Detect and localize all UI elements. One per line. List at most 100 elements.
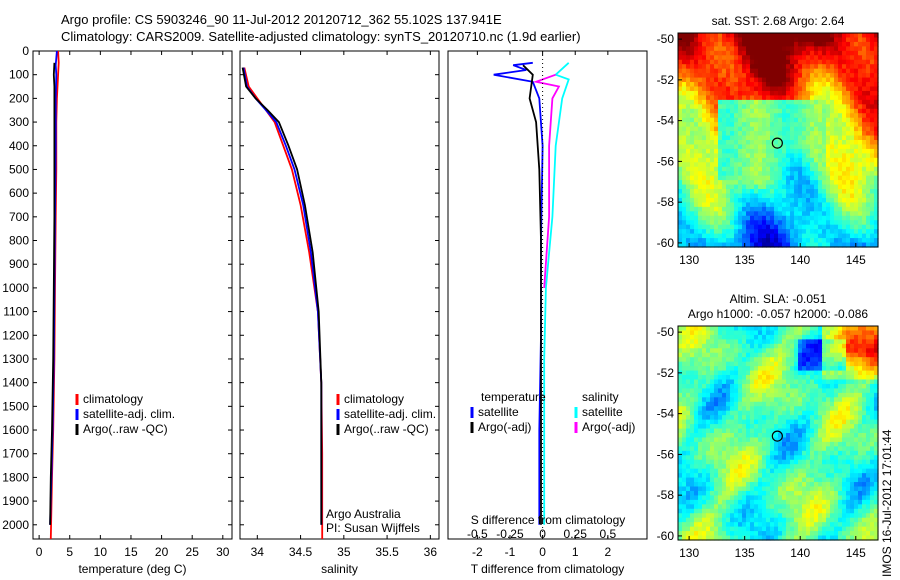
heatmap-cell: [742, 486, 747, 492]
heatmap-cell: [874, 37, 879, 43]
heatmap-cell: [690, 184, 695, 190]
heatmap-cell: [758, 326, 763, 332]
heatmap-cell: [746, 224, 751, 230]
heatmap-cell: [734, 441, 739, 447]
heatmap-cell: [850, 90, 855, 97]
heatmap-cell: [678, 175, 683, 181]
heatmap-cell: [814, 215, 819, 221]
heatmap-cell: [750, 242, 755, 248]
heatmap-cell: [702, 131, 707, 137]
heatmap-cell: [826, 464, 831, 470]
heatmap-cell: [742, 379, 747, 385]
heatmap-cell: [686, 330, 691, 336]
heatmap-cell: [838, 343, 843, 349]
heatmap-cell: [682, 108, 687, 114]
heatmap-cell: [774, 499, 779, 505]
heatmap-cell: [694, 55, 699, 61]
heatmap-cell: [710, 99, 715, 105]
heatmap-cell: [830, 459, 835, 465]
heatmap-cell: [706, 82, 711, 88]
heatmap-cell: [870, 153, 875, 159]
heatmap-cell: [714, 33, 719, 39]
heatmap-cell: [778, 415, 783, 421]
heatmap-cell: [678, 450, 683, 456]
heatmap-cell: [710, 419, 715, 425]
heatmap-cell: [854, 330, 859, 336]
heatmap-cell: [702, 162, 707, 168]
heatmap-cell: [854, 193, 859, 199]
heatmap-cell: [782, 517, 787, 523]
heatmap-cell: [722, 366, 727, 372]
heatmap-cell: [722, 334, 727, 340]
heatmap-cell: [798, 122, 803, 128]
heatmap-cell: [754, 215, 759, 221]
heatmap-cell: [854, 433, 859, 439]
heatmap-cell: [810, 59, 815, 65]
heatmap-cell: [690, 180, 695, 186]
heatmap-cell: [746, 446, 751, 452]
heatmap-cell: [766, 37, 771, 43]
heatmap-cell: [838, 370, 843, 376]
heatmap-cell: [830, 495, 835, 501]
heatmap-cell: [802, 68, 807, 74]
heatmap-cell: [778, 455, 783, 461]
heatmap-cell: [754, 197, 759, 204]
heatmap-cell: [710, 135, 715, 141]
heatmap-cell: [682, 441, 687, 447]
heatmap-cell: [714, 343, 719, 349]
heatmap-cell: [726, 388, 731, 394]
heatmap-cell: [858, 202, 863, 208]
heatmap-cell: [694, 535, 699, 541]
heatmap-cell: [814, 113, 819, 119]
heatmap-cell: [730, 370, 735, 376]
heatmap-cell: [874, 455, 879, 461]
heatmap-cell: [698, 392, 703, 398]
heatmap-cell: [822, 140, 827, 146]
heatmap-cell: [770, 513, 775, 519]
heatmap-cell: [762, 135, 767, 141]
heatmap-cell: [830, 383, 835, 390]
heatmap-cell: [758, 104, 763, 110]
heatmap-cell: [702, 468, 707, 474]
heatmap-cell: [874, 166, 879, 172]
heatmap-cell: [782, 366, 787, 372]
heatmap-cell: [706, 104, 711, 110]
heatmap-cell: [870, 135, 875, 141]
heatmap-cell: [718, 495, 723, 501]
heatmap-cell: [786, 99, 791, 105]
heatmap-cell: [794, 499, 799, 505]
heatmap-cell: [838, 526, 843, 532]
heatmap-cell: [870, 330, 875, 336]
heatmap-cell: [834, 77, 839, 83]
heatmap-cell: [722, 361, 727, 367]
heatmap-cell: [710, 55, 715, 61]
heatmap-cell: [798, 366, 803, 372]
heatmap-cell: [842, 482, 847, 488]
heatmap-cell: [830, 406, 835, 412]
heatmap-cell: [682, 41, 687, 47]
heatmap-cell: [862, 211, 867, 217]
heatmap-cell: [762, 33, 767, 39]
heatmap-cell: [838, 238, 843, 244]
heatmap-cell: [858, 526, 863, 532]
heatmap-cell: [842, 108, 847, 114]
heatmap-cell: [838, 406, 843, 412]
heatmap-cell: [738, 166, 743, 172]
x-tick-label: 20: [155, 545, 169, 559]
heatmap-cell: [790, 113, 795, 119]
heatmap-cell: [854, 486, 859, 492]
heatmap-cell: [874, 162, 879, 168]
heatmap-cell: [810, 37, 815, 43]
heatmap-cell: [846, 68, 851, 74]
heatmap-cell: [738, 348, 743, 354]
heatmap-cell: [862, 193, 867, 199]
heatmap-cell: [846, 366, 851, 372]
heatmap-cell: [818, 99, 823, 105]
heatmap-cell: [846, 86, 851, 92]
heatmap-cell: [678, 428, 683, 434]
heatmap-cell: [786, 59, 791, 65]
heatmap-cell: [730, 326, 735, 332]
heatmap-cell: [802, 482, 807, 488]
heatmap-cell: [714, 197, 719, 204]
heatmap-cell: [842, 238, 847, 244]
